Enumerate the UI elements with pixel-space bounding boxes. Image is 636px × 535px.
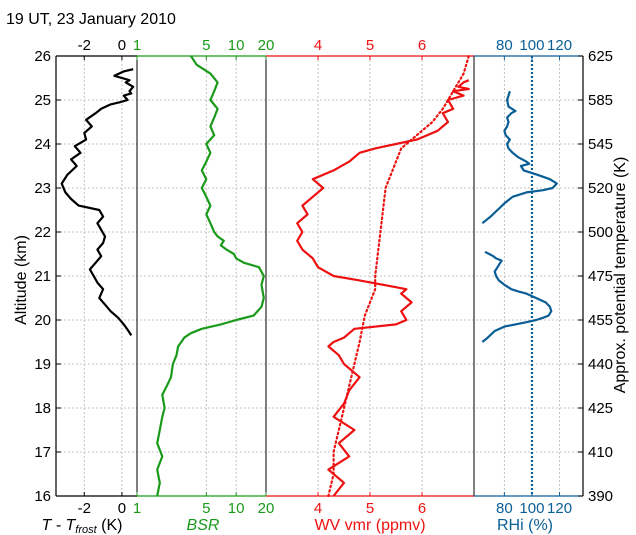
chart-title: 19 UT, 23 January 2010	[6, 11, 176, 28]
rhi-bottom-tick-label: 120	[547, 500, 572, 517]
right-axis-label: Approx. potential temperature (K)	[612, 157, 629, 394]
rhi-top-tick-label: 100	[519, 37, 544, 54]
left-tick-label: 21	[34, 268, 51, 285]
wv-bottom-tick-label: 6	[418, 500, 426, 517]
temperature-top-tick-label: 0	[118, 37, 126, 54]
temperature-top-tick-label: -2	[78, 37, 91, 54]
left-tick-label: 20	[34, 312, 51, 329]
wv-top-tick-label: 6	[418, 37, 426, 54]
left-tick-label: 25	[34, 92, 51, 109]
left-tick-label: 17	[34, 444, 51, 461]
right-tick-label: 585	[588, 92, 613, 109]
bsr-top-tick-label: 20	[258, 37, 275, 54]
bsr-bottom-tick-label: 20	[258, 500, 275, 517]
rhi-top-tick-label: 80	[496, 37, 513, 54]
temperature-x-label: T - Tfrost (K)	[42, 517, 123, 535]
right-tick-label: 390	[588, 488, 613, 505]
grid-layer	[56, 55, 583, 497]
bsr-bottom-tick-label: 5	[202, 500, 210, 517]
rhi-series-line-1	[481, 90, 558, 225]
bsr-series-line-0	[156, 55, 265, 497]
bsr-bottom-tick-label: 10	[228, 500, 245, 517]
rhi-bottom-tick-label: 80	[496, 500, 513, 517]
left-tick-label: 23	[34, 180, 51, 197]
right-tick-label: 440	[588, 356, 613, 373]
temperature-x-label-main: T - T	[42, 517, 77, 534]
wv-x-label: WV vmr (ppmv)	[314, 517, 425, 534]
bsr-top-tick-label: 10	[228, 37, 245, 54]
right-tick-label: 410	[588, 444, 613, 461]
right-tick-label: 545	[588, 136, 613, 153]
wv-top-tick-label: 4	[314, 37, 322, 54]
right-tick-label: 455	[588, 312, 613, 329]
left-tick-label: 18	[34, 400, 51, 417]
rhi-series-line-0	[481, 250, 553, 343]
bsr-top-tick-label: 1	[133, 37, 141, 54]
right-tick-label: 520	[588, 180, 613, 197]
bsr-x-label: BSR	[187, 517, 220, 534]
left-tick-label: 22	[34, 224, 51, 241]
rhi-top-tick-label: 120	[547, 37, 572, 54]
wv-top-tick-label: 5	[366, 37, 374, 54]
rhi-x-label: RHi (%)	[497, 517, 553, 534]
wv-series-line-1	[327, 54, 470, 498]
wv-series-line-0	[296, 79, 470, 497]
wv-bottom-tick-label: 5	[366, 500, 374, 517]
temperature-x-label-unit: (K)	[97, 517, 123, 534]
left-tick-label: 16	[34, 488, 51, 505]
left-tick-label: 26	[34, 48, 51, 65]
left-tick-label: 24	[34, 136, 51, 153]
right-tick-label: 425	[588, 400, 613, 417]
right-tick-label: 475	[588, 268, 613, 285]
right-tick-label: 500	[588, 224, 613, 241]
temperature-x-label-sub: frost	[75, 524, 97, 535]
series-layer	[60, 54, 558, 498]
bsr-top-tick-label: 5	[202, 37, 210, 54]
bsr-bottom-tick-label: 1	[133, 500, 141, 517]
temperature-bottom-tick-label: -2	[78, 500, 91, 517]
wv-bottom-tick-label: 4	[314, 500, 322, 517]
left-tick-label: 19	[34, 356, 51, 373]
temperature-series-line-0	[60, 68, 135, 336]
frame-layer	[55, 55, 584, 497]
right-tick-label: 625	[588, 48, 613, 65]
rhi-bottom-tick-label: 100	[519, 500, 544, 517]
temperature-bottom-tick-label: 0	[118, 500, 126, 517]
left-axis-label: Altitude (km)	[13, 235, 30, 325]
